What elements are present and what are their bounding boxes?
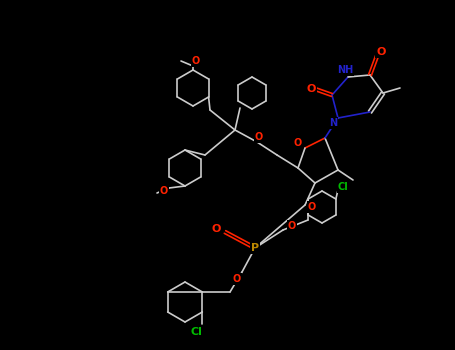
Text: O: O <box>211 224 221 234</box>
Text: Cl: Cl <box>338 182 349 192</box>
Text: O: O <box>233 274 241 284</box>
Text: O: O <box>306 84 316 94</box>
Text: O: O <box>160 186 168 196</box>
Text: P: P <box>251 243 259 253</box>
Text: N: N <box>329 118 337 128</box>
Text: O: O <box>288 221 296 231</box>
Text: O: O <box>255 132 263 142</box>
Text: NH: NH <box>337 65 353 75</box>
Text: O: O <box>308 202 316 212</box>
Text: O: O <box>192 56 200 66</box>
Text: O: O <box>376 47 386 57</box>
Text: Cl: Cl <box>190 327 202 337</box>
Text: O: O <box>294 138 302 148</box>
